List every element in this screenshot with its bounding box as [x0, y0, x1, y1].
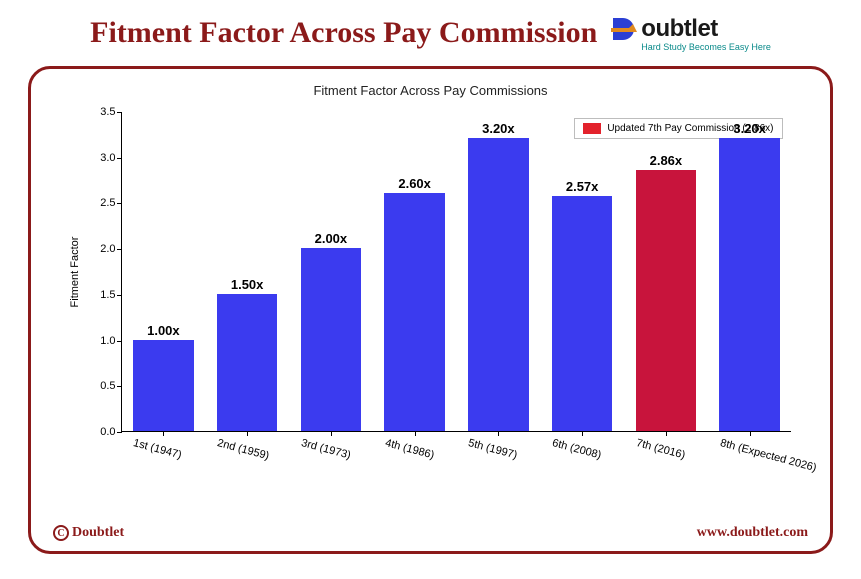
bar-value-label: 3.20x	[482, 121, 515, 136]
plot-region: Updated 7th Pay Commission (2.86x) 0.00.…	[121, 112, 791, 432]
bar	[384, 193, 444, 431]
x-tick-label: 5th (1997)	[467, 437, 519, 462]
x-tick-label: 2nd (1959)	[216, 437, 271, 462]
copyright-icon: C	[53, 525, 69, 541]
bar	[133, 340, 193, 431]
y-tick-label: 3.5	[82, 106, 116, 118]
y-tick-mark	[117, 432, 122, 433]
x-tick-label: 3rd (1973)	[300, 437, 352, 462]
y-tick-label: 2.0	[82, 243, 116, 255]
logo-tagline: Hard Study Becomes Easy Here	[641, 42, 771, 52]
y-tick-mark	[117, 295, 122, 296]
x-tick-label: 7th (2016)	[635, 437, 687, 462]
bar-value-label: 1.50x	[231, 277, 264, 292]
chart-title: Fitment Factor Across Pay Commissions	[55, 83, 806, 98]
x-tick-mark	[582, 431, 583, 436]
brand-logo: oubtlet Hard Study Becomes Easy Here	[609, 14, 771, 52]
x-tick-mark	[163, 431, 164, 436]
y-tick-label: 0.5	[82, 380, 116, 392]
bar	[636, 170, 696, 431]
logo-text: oubtlet	[641, 15, 717, 43]
y-axis-label: Fitment Factor	[69, 237, 81, 308]
y-tick-mark	[117, 158, 122, 159]
main-title: Fitment Factor Across Pay Commission	[90, 16, 597, 50]
y-tick-label: 3.0	[82, 152, 116, 164]
bar	[468, 138, 528, 431]
x-tick-label: 6th (2008)	[551, 437, 603, 462]
page-header: Fitment Factor Across Pay Commission oub…	[0, 0, 861, 60]
y-tick-mark	[117, 386, 122, 387]
x-tick-mark	[247, 431, 248, 436]
bar	[719, 138, 779, 431]
bar-value-label: 1.00x	[147, 323, 180, 338]
footer-brand: C Doubtlet	[53, 525, 124, 541]
bar-value-label: 2.86x	[650, 153, 683, 168]
y-tick-label: 2.5	[82, 197, 116, 209]
legend-swatch	[583, 123, 601, 134]
y-tick-mark	[117, 203, 122, 204]
bar	[552, 196, 612, 431]
y-tick-mark	[117, 249, 122, 250]
y-tick-mark	[117, 112, 122, 113]
y-tick-label: 0.0	[82, 426, 116, 438]
x-tick-mark	[415, 431, 416, 436]
footer-brand-text: Doubtlet	[72, 525, 124, 541]
bar-value-label: 2.60x	[398, 176, 431, 191]
y-tick-mark	[117, 341, 122, 342]
x-tick-mark	[498, 431, 499, 436]
y-tick-label: 1.0	[82, 335, 116, 347]
y-tick-label: 1.5	[82, 289, 116, 301]
x-tick-mark	[666, 431, 667, 436]
bar	[217, 294, 277, 431]
bar-value-label: 2.57x	[566, 179, 599, 194]
footer-url: www.doubtlet.com	[697, 525, 808, 541]
logo-d-icon	[609, 14, 639, 44]
x-tick-mark	[331, 431, 332, 436]
x-tick-label: 8th (Expected 2026)	[719, 437, 818, 474]
chart-area: Fitment Factor Updated 7th Pay Commissio…	[61, 102, 801, 482]
bar-value-label: 3.20x	[733, 121, 766, 136]
x-tick-label: 4th (1986)	[384, 437, 436, 462]
bar	[301, 248, 361, 431]
chart-panel: Fitment Factor Across Pay Commissions Fi…	[28, 66, 833, 554]
x-tick-label: 1st (1947)	[132, 437, 183, 461]
x-tick-mark	[750, 431, 751, 436]
bar-value-label: 2.00x	[315, 231, 348, 246]
